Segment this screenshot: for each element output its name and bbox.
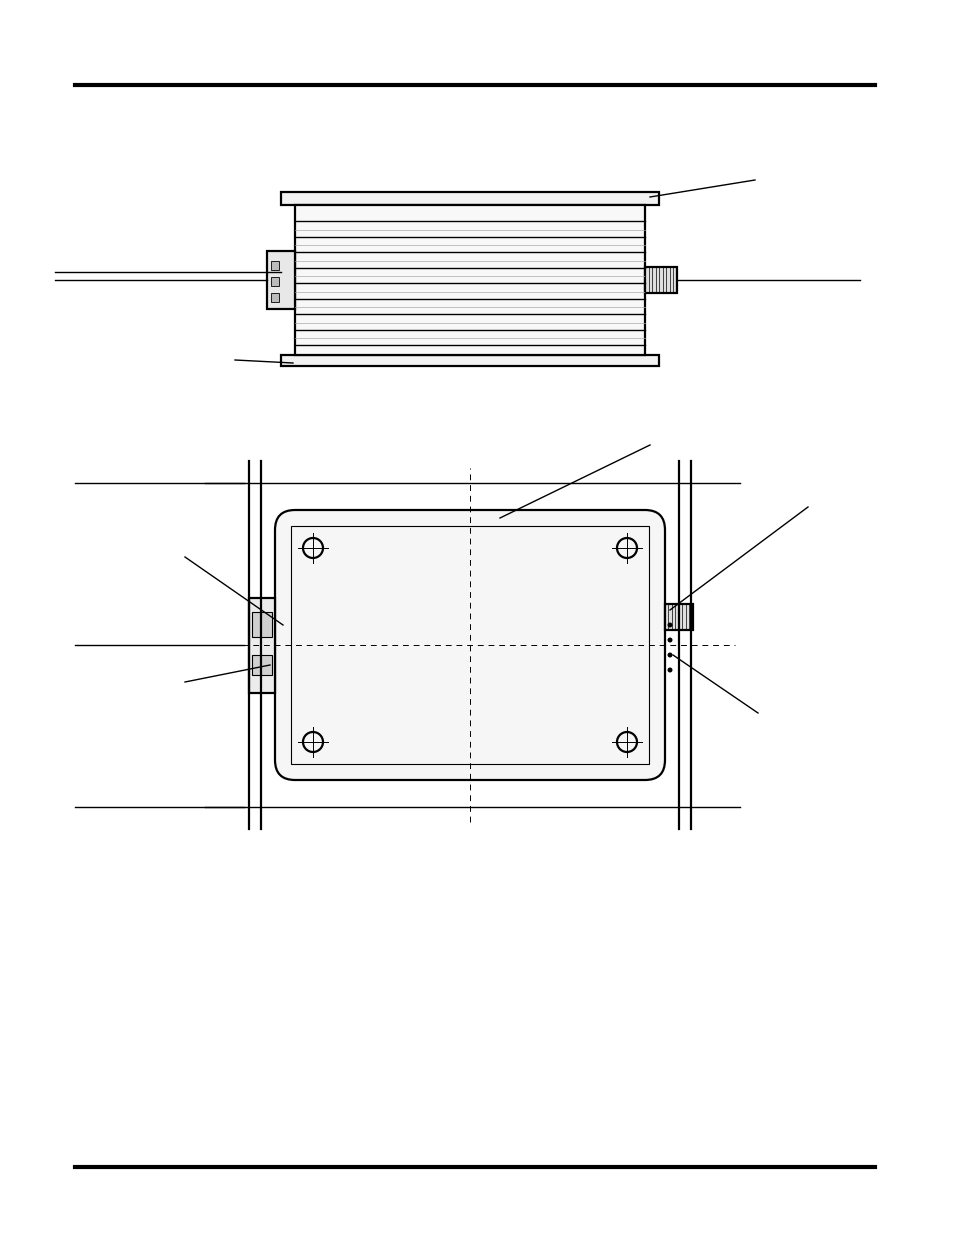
Bar — [291, 526, 648, 764]
Bar — [644, 267, 677, 293]
Bar — [249, 598, 274, 693]
Bar — [294, 205, 644, 354]
Bar — [281, 191, 659, 205]
Bar — [271, 261, 278, 270]
Bar — [664, 604, 692, 630]
Bar — [271, 293, 278, 303]
Bar — [267, 251, 294, 309]
Circle shape — [667, 667, 672, 673]
Circle shape — [667, 622, 672, 627]
Circle shape — [667, 637, 672, 642]
FancyBboxPatch shape — [274, 510, 664, 781]
Bar — [252, 655, 272, 676]
Bar — [281, 354, 659, 366]
Circle shape — [667, 652, 672, 657]
Bar — [271, 277, 278, 287]
Bar — [252, 613, 272, 637]
